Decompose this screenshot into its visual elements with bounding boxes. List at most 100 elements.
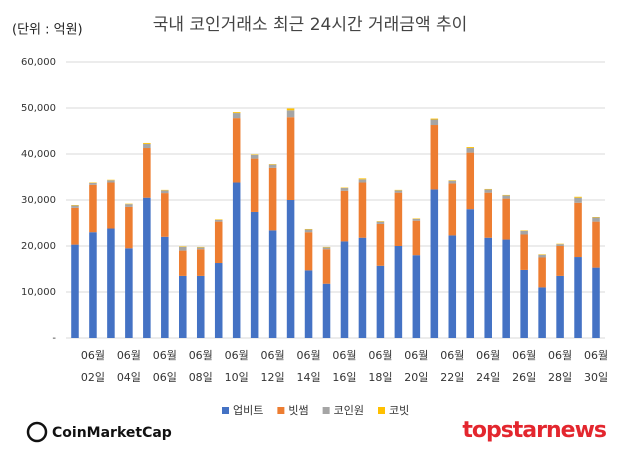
x-tick-label: 16일 [332, 370, 356, 384]
y-tick-label: 40,000 [21, 149, 56, 160]
bar-segment [520, 234, 528, 270]
bar-segment [232, 112, 241, 114]
x-tick-label: 06월 [117, 349, 141, 362]
bar-segment [232, 182, 241, 338]
bar-segment [574, 202, 582, 258]
x-tick-label: 22일 [440, 370, 464, 384]
bar-segment [107, 182, 115, 229]
bar-segment [538, 254, 546, 258]
bar-segment [592, 221, 600, 268]
x-tick-label: 06월 [512, 349, 536, 362]
unit-label: (단위 : 억원) [12, 23, 83, 38]
x-tick-label: 30일 [584, 370, 608, 384]
x-tick-label: 20일 [404, 370, 428, 384]
bar-segment [250, 211, 259, 338]
bar-segment [196, 249, 205, 276]
bar-segment [304, 270, 313, 338]
topstarnews-logo: topstarnews [462, 418, 607, 443]
bar-segment [250, 154, 259, 159]
x-tick-label: 06월 [440, 349, 464, 362]
bar-segment [125, 204, 133, 207]
bar-segment [358, 182, 367, 238]
bar-segment [538, 257, 546, 288]
bar-segment [286, 117, 295, 200]
bar-segment [89, 182, 97, 185]
chart-title: 국내 코인거래소 최근 24시간 거래금액 추이 [153, 15, 468, 35]
bar-segment [89, 184, 97, 233]
bar-segment [412, 255, 421, 338]
x-tick-label: 10일 [225, 370, 249, 384]
bar-segment [394, 190, 403, 193]
bar-segment [412, 220, 421, 256]
y-tick-label: 20,000 [21, 241, 56, 252]
bar-segment [143, 148, 151, 198]
x-tick-label: 12일 [261, 370, 285, 384]
bar-segment [196, 247, 205, 250]
bar-segment [214, 221, 223, 264]
legend-swatch [322, 407, 330, 414]
bar-segment [143, 143, 151, 149]
bar-segment [592, 267, 600, 338]
bar-segment [250, 158, 259, 212]
bar-segment [268, 164, 277, 168]
x-tick-label: 06월 [189, 349, 213, 362]
x-tick-label: 28일 [548, 370, 572, 384]
bar-segment [304, 229, 313, 233]
bar-segment [394, 246, 403, 338]
bar-segment [502, 239, 510, 338]
bar-segment [322, 283, 331, 338]
bar-segment [520, 230, 528, 235]
bar-segment [466, 209, 475, 338]
x-tick-label: 06월 [225, 349, 249, 362]
bar-segment [448, 183, 457, 236]
x-tick-label: 06일 [153, 370, 177, 384]
bar-segment [125, 206, 133, 249]
x-tick-label: 18일 [368, 370, 392, 384]
bar-segment [358, 237, 367, 338]
bar-segment [71, 244, 79, 338]
bar-segment [232, 113, 241, 119]
bar-segment [430, 118, 439, 120]
bar-segment [448, 235, 457, 338]
bar-segment [466, 148, 475, 153]
bar-segment [161, 236, 169, 338]
x-tick-label: 06월 [332, 349, 356, 362]
bar-segment [196, 275, 205, 338]
x-tick-label: 26일 [512, 370, 536, 384]
bar-segment [448, 180, 457, 184]
x-tick-label: 04일 [117, 370, 141, 384]
y-tick-label: 50,000 [21, 103, 56, 114]
bar-segment [143, 197, 151, 338]
legend-label: 업비트 [233, 404, 263, 417]
bar-segment [376, 223, 385, 266]
y-tick-label: 60,000 [21, 57, 56, 68]
legend-swatch [222, 407, 229, 414]
legend-swatch [378, 407, 385, 414]
bar-segment [340, 241, 349, 338]
bar-segment [179, 250, 187, 276]
bar-segment [161, 193, 169, 237]
bar-segment [214, 219, 223, 222]
bar-segment [574, 196, 582, 198]
bar-segment [484, 237, 492, 338]
bar-segment [304, 232, 313, 271]
bar-segment [107, 228, 115, 338]
bar-segment [143, 142, 151, 144]
bar-segment [538, 287, 546, 338]
x-tick-label: 06월 [368, 349, 392, 362]
x-tick-label: 06월 [296, 349, 320, 362]
bar-segment [430, 189, 439, 338]
bar-segment [358, 179, 367, 183]
bar-segment [574, 197, 582, 203]
bar-segment [179, 246, 187, 251]
bar-segment [286, 108, 295, 111]
bar-segment [394, 192, 403, 246]
bar-segment [556, 246, 564, 276]
bar-segment [268, 230, 277, 338]
x-tick-label: 06월 [476, 349, 500, 362]
y-tick-label: - [52, 333, 56, 344]
bar-segment [376, 265, 385, 338]
bar-segment [466, 152, 475, 210]
bar-segment [286, 200, 295, 338]
